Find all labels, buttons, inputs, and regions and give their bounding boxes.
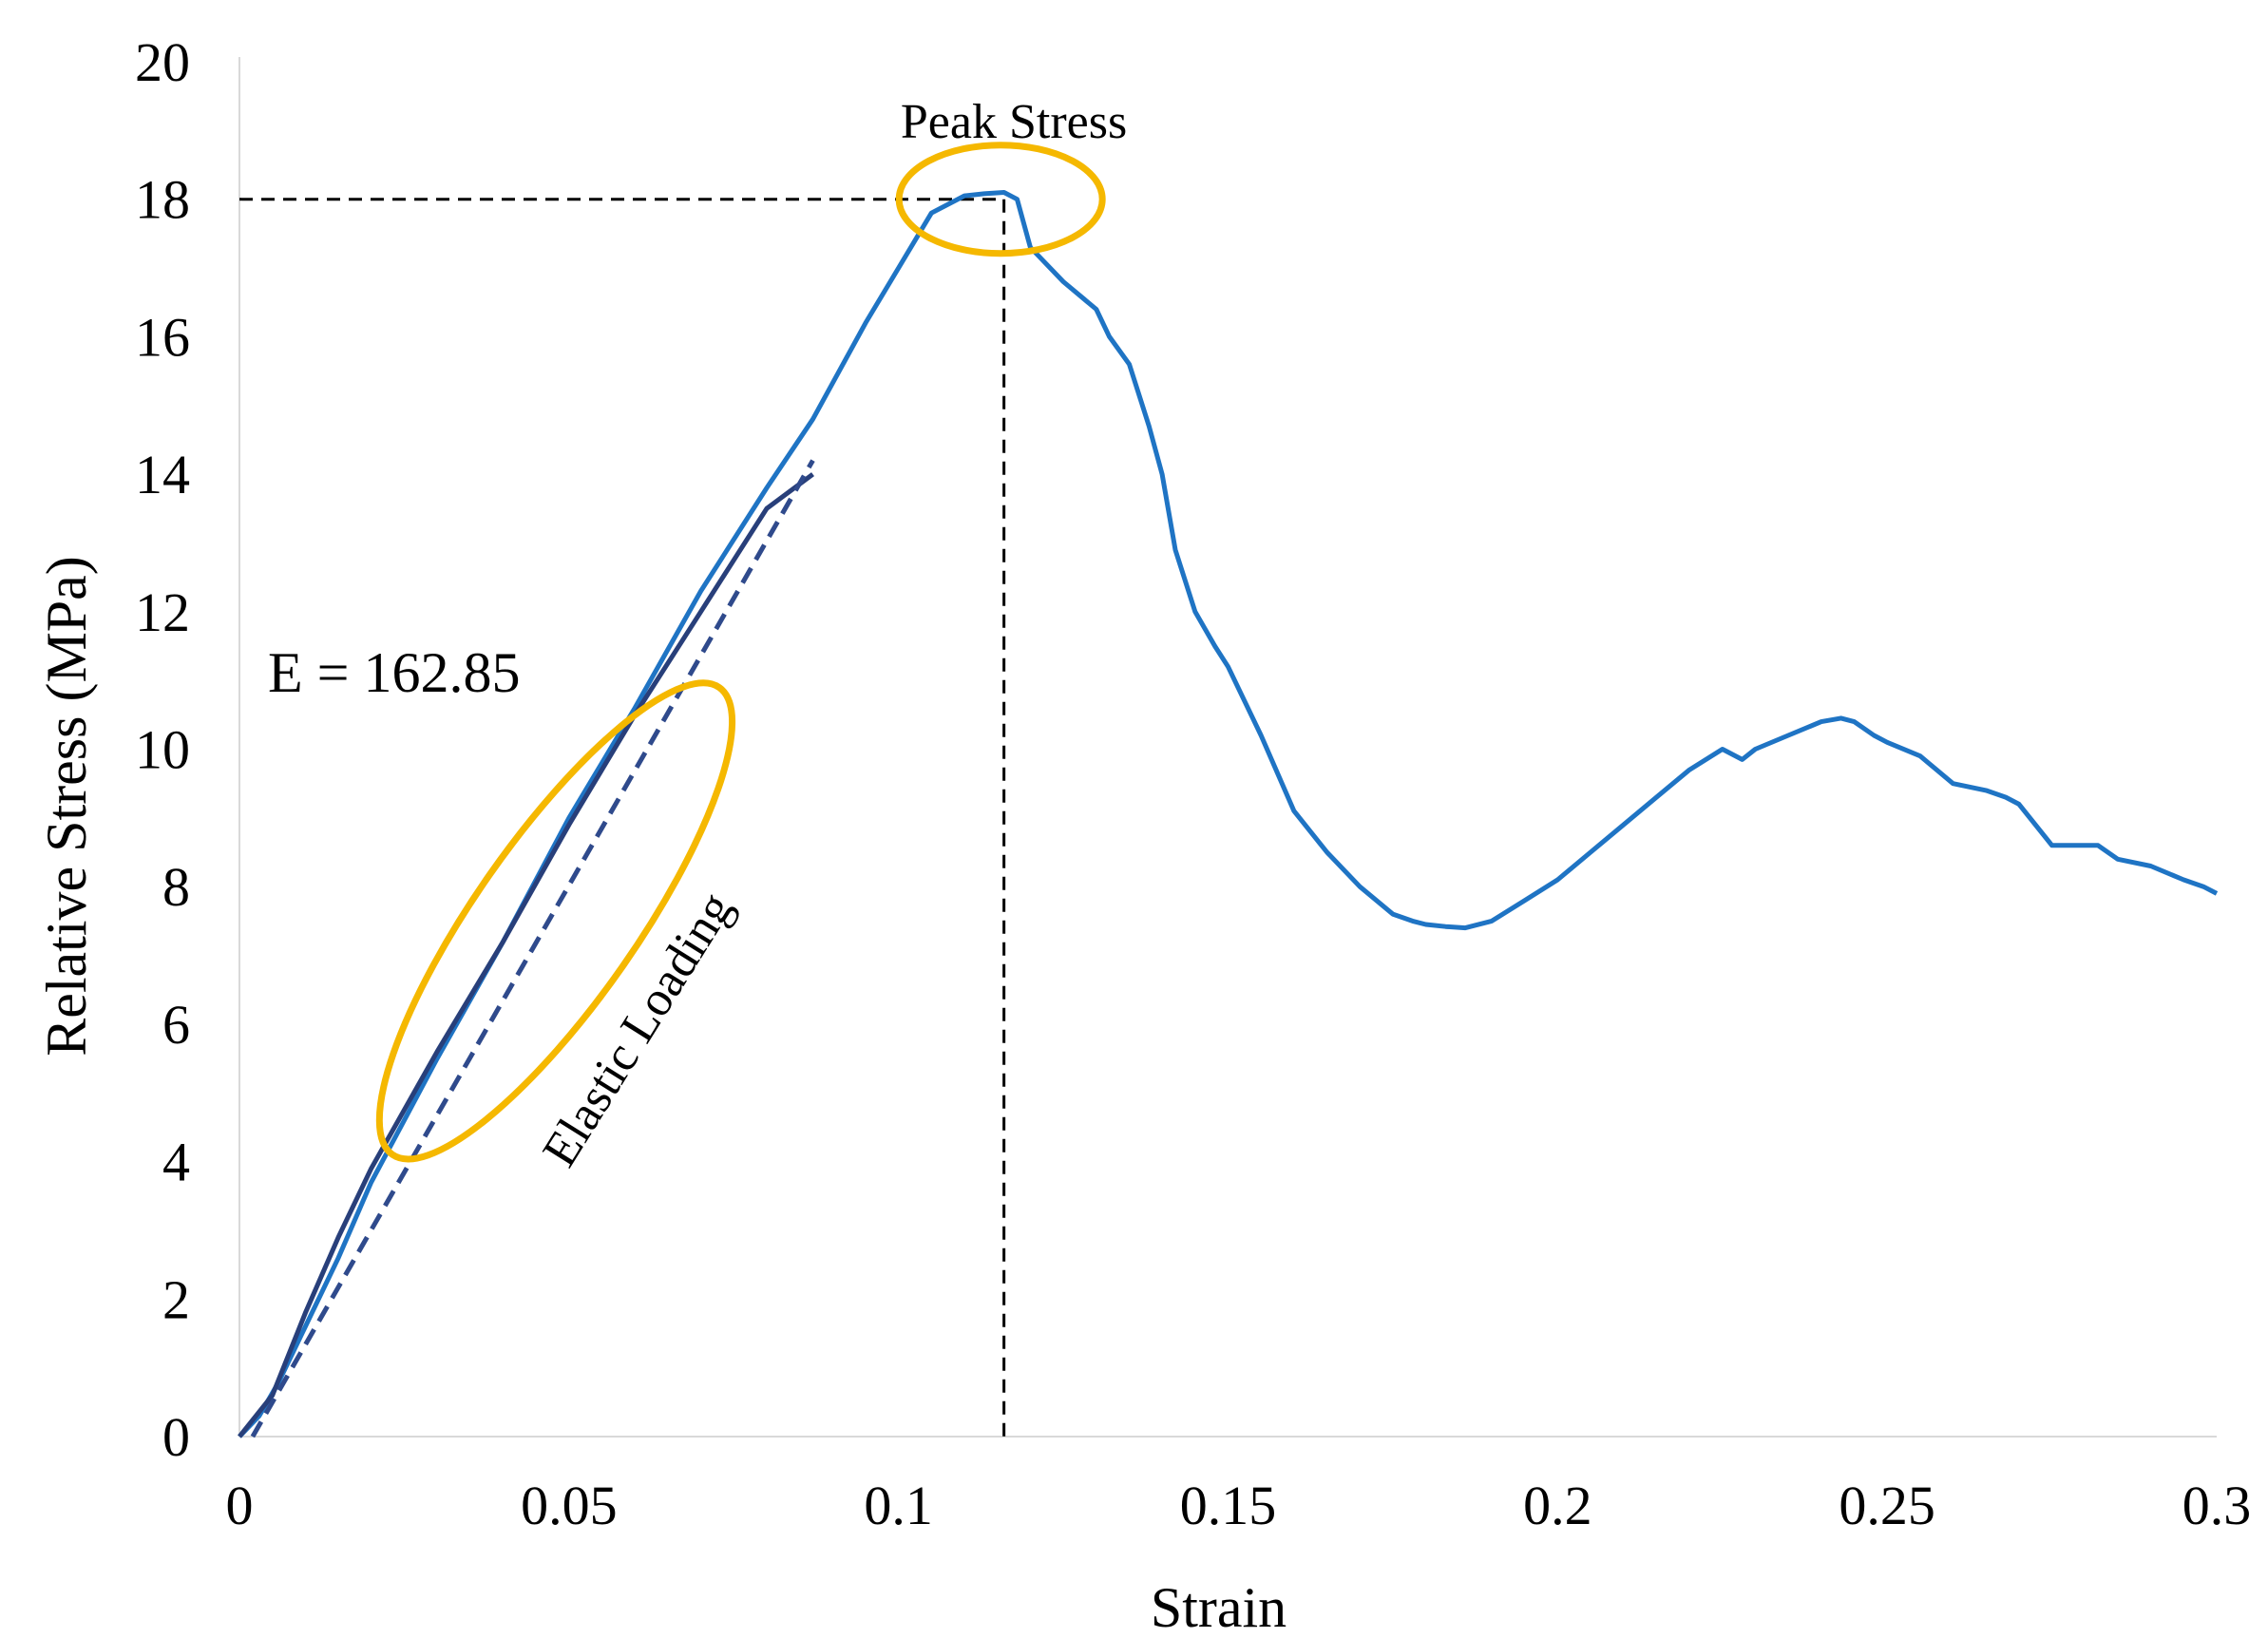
- peak-stress-label: Peak Stress: [901, 95, 1127, 149]
- y-tick-label: 12: [135, 581, 190, 643]
- y-tick-label: 2: [162, 1268, 190, 1330]
- modulus-label: E = 162.85: [268, 641, 521, 704]
- y-tick-label: 10: [135, 719, 190, 781]
- tick-labels: 0 0.05 0.1 0.15 0.2 0.25 0.3 0 2 4 6 8 10 12 14 16 18 20: [135, 31, 2251, 1536]
- y-axis-label: Relative Stress (MPa): [35, 556, 98, 1057]
- x-tick-label: 0.1: [864, 1475, 933, 1536]
- elastic-loading-curve: [238, 472, 814, 1438]
- x-tick-label: 0: [226, 1475, 254, 1536]
- y-tick-label: 4: [162, 1132, 190, 1193]
- x-tick-label: 0.3: [2182, 1475, 2252, 1536]
- y-tick-label: 8: [162, 856, 190, 918]
- series-group: [238, 190, 2219, 1438]
- x-tick-label: 0.25: [1839, 1475, 1935, 1536]
- highlights: [375, 142, 1106, 1163]
- y-tick-label: 18: [135, 169, 190, 231]
- elastic-highlight-ellipse: [375, 679, 736, 1163]
- x-tick-label: 0.2: [1523, 1475, 1592, 1536]
- y-tick-label: 20: [135, 31, 190, 93]
- stress-strain-curve: [238, 190, 2219, 1438]
- peak-highlight-ellipse: [895, 142, 1106, 257]
- linear-fit-line: [250, 459, 815, 1438]
- elastic-loading-label: Elastic Loading: [533, 884, 744, 1176]
- x-tick-label: 0.05: [521, 1475, 618, 1536]
- y-tick-label: 16: [135, 306, 190, 368]
- y-tick-label: 6: [162, 994, 190, 1056]
- y-tick-label: 14: [135, 444, 190, 505]
- peak-guides: [239, 198, 1006, 1437]
- axes: [238, 57, 2217, 1438]
- x-axis-label: Strain: [1151, 1576, 1286, 1638]
- y-tick-label: 0: [162, 1406, 190, 1468]
- x-tick-label: 0.15: [1180, 1475, 1277, 1536]
